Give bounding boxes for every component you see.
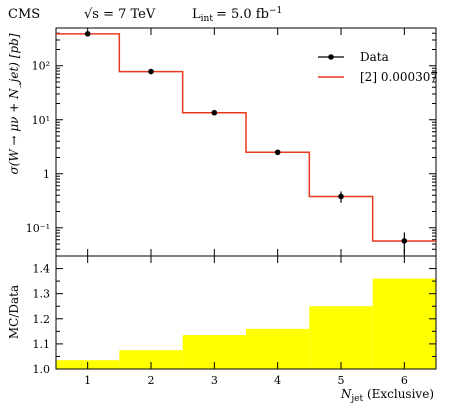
data-point xyxy=(211,109,218,116)
x-tick-label: 1 xyxy=(84,374,91,387)
main-panel: 10² 10¹ 1 10⁻¹ Data [2] 0.000307 σ(W → μν +… xyxy=(7,27,438,257)
x-axis-label-suffix: (Exclusive) xyxy=(363,387,434,401)
legend-data-label: Data xyxy=(360,50,389,64)
energy-label: √s = 7 TeV xyxy=(84,7,156,22)
lumi-subscript: int xyxy=(201,14,214,24)
ratio-y-tick-label: 1.0 xyxy=(33,363,51,376)
legend: Data [2] 0.000307 xyxy=(318,50,438,84)
data-point xyxy=(401,238,408,244)
x-axis-label-main: N xyxy=(340,387,352,401)
ratio-y-axis: 1.0 1.1 1.2 1.3 1.4 xyxy=(33,255,436,376)
x-tick-label: 6 xyxy=(401,374,408,387)
x-tick-label: 5 xyxy=(338,374,345,387)
x-tick-label: 4 xyxy=(274,374,281,387)
ratio-y-tick-label: 1.3 xyxy=(33,288,51,301)
lumi-exponent: −1 xyxy=(269,6,282,16)
ratio-y-tick-label: 1.4 xyxy=(33,263,51,276)
legend-mc-label: [2] 0.000307 xyxy=(360,70,438,84)
x-tick-label: 2 xyxy=(148,374,155,387)
main-y-axis-label: σ(W → μν + N_jet) [pb] xyxy=(7,33,21,174)
ratio-y-tick-label: 1.2 xyxy=(33,313,51,326)
experiment-label: CMS xyxy=(8,7,40,22)
mc-step-line xyxy=(56,33,436,242)
ratio-bar xyxy=(309,306,373,369)
lumi-value: = 5.0 fb xyxy=(216,7,269,22)
ratio-y-axis-label: MC/Data xyxy=(7,285,21,339)
mc-step-path xyxy=(56,33,436,242)
ratio-panel: 1.0 1.1 1.2 1.3 1.4 1 2 3 4 5 6 MC/Data Njet (Exc… xyxy=(7,255,437,404)
ratio-bar xyxy=(372,278,436,369)
data-point xyxy=(84,31,91,37)
main-y-tick-label: 10¹ xyxy=(32,114,50,127)
x-tick-label: 3 xyxy=(211,374,218,387)
ratio-x-axis: 1 2 3 4 5 6 xyxy=(84,256,408,387)
ratio-bars xyxy=(56,278,436,369)
main-y-tick-label: 1 xyxy=(43,168,50,181)
x-axis-label: Njet (Exclusive) xyxy=(340,387,434,404)
data-point xyxy=(148,68,154,75)
ratio-bar xyxy=(119,350,183,369)
main-y-tick-label: 10² xyxy=(32,60,50,73)
lumi-symbol: L xyxy=(192,7,201,22)
data-point xyxy=(274,149,281,156)
main-y-tick-label: 10⁻¹ xyxy=(26,222,50,235)
x-axis-label-sub: jet xyxy=(350,394,363,404)
main-y-axis: 10² 10¹ 1 10⁻¹ xyxy=(26,27,436,257)
data-points xyxy=(84,31,408,255)
data-point xyxy=(338,193,344,200)
legend-data-marker xyxy=(328,54,334,60)
lumi-label: Lint = 5.0 fb−1 xyxy=(192,6,282,24)
ratio-panel-frame xyxy=(55,255,437,370)
ratio-y-tick-label: 1.1 xyxy=(33,338,51,351)
